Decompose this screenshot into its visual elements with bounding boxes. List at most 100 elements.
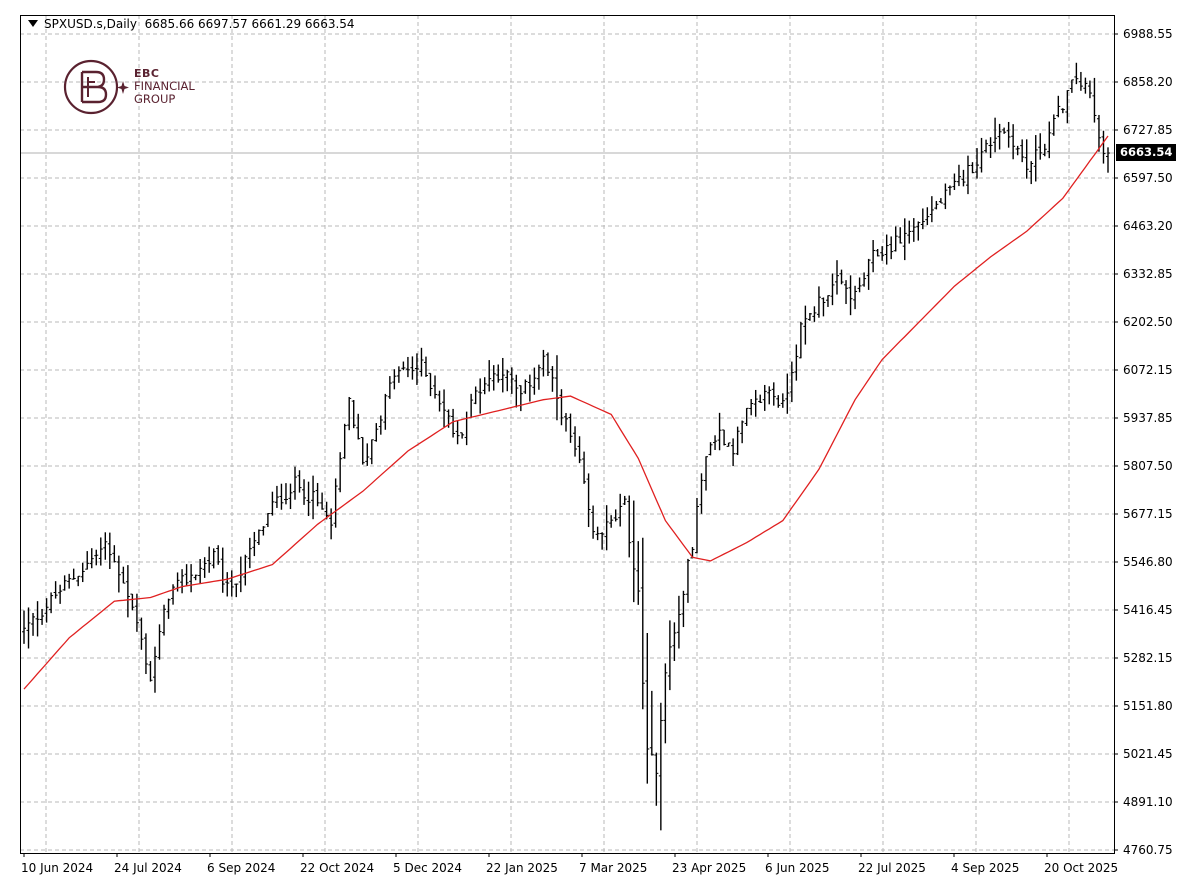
ohlc-bar	[645, 633, 650, 784]
ohlc-bar	[360, 436, 365, 465]
ohlc-bar	[433, 375, 438, 399]
ohlc-bar	[875, 249, 880, 257]
ohlc-bar	[288, 483, 293, 510]
ohlc-bar	[505, 369, 510, 392]
ohlc-bar	[618, 493, 623, 527]
ohlc-bar	[243, 554, 248, 586]
ohlc-bar	[419, 347, 424, 377]
ohlc-bar	[216, 545, 221, 565]
ohlc-bar	[347, 396, 352, 431]
collapse-triangle-icon[interactable]	[28, 20, 38, 27]
ohlc-bar	[392, 369, 397, 390]
ohlc-bar	[663, 663, 668, 744]
ohlc-bar	[1078, 71, 1083, 91]
ohlc-bar	[410, 356, 415, 380]
ohlc-bar	[573, 426, 578, 457]
ohlc-bar	[753, 389, 758, 417]
ohlc-bar	[247, 537, 252, 569]
time-axis: 10 Jun 2024 24 Jul 2024 6 Sep 2024 22 Oct 2…	[21, 853, 1118, 875]
ohlc-bar	[1006, 121, 1011, 148]
ohlc-bar	[306, 481, 311, 517]
ohlc-bar	[442, 389, 447, 428]
y-tick-label: 4760.75	[1123, 843, 1173, 857]
ohlc-bar	[947, 185, 952, 196]
ohlc-bar	[369, 439, 374, 465]
ohlc-bar	[180, 569, 185, 594]
ohlc-bar	[509, 367, 514, 394]
ohlc-bar	[1092, 77, 1097, 123]
ohlc-bar	[744, 407, 749, 426]
symbol-label: SPXUSD.s,Daily	[44, 17, 137, 31]
ohlc-bar	[338, 452, 343, 493]
ohlc-bar	[405, 356, 410, 378]
ohlc-bar	[198, 559, 203, 584]
ohlc-bar	[351, 400, 356, 429]
ohlc-bar	[825, 295, 830, 307]
ohlc-bar	[26, 607, 31, 649]
logo-line-3: GROUP	[134, 92, 176, 106]
ohlc-bar	[835, 260, 839, 295]
ohlc-bar	[451, 408, 456, 438]
ohlc-bar	[609, 515, 614, 528]
ohlc-bar	[365, 443, 370, 466]
ohlc-bar	[270, 491, 275, 516]
x-tick-label: 22 Oct 2024	[300, 861, 374, 875]
ohlc-bar	[283, 483, 288, 505]
x-tick-label: 6 Sep 2024	[207, 861, 275, 875]
ohlc-bar	[740, 420, 745, 444]
ohlc-bar	[667, 620, 672, 691]
ohlc-bar	[789, 361, 794, 403]
ohlc-bar	[229, 570, 234, 597]
ohlc-bar	[423, 356, 428, 377]
ohlc-bar	[374, 423, 379, 442]
symbol-header: SPXUSD.s,Daily 6685.66 6697.57 6661.29 6…	[28, 17, 355, 31]
current-price-label: 6663.54	[1116, 144, 1176, 161]
ohlc-bar	[545, 352, 550, 377]
ohlc-bar	[857, 277, 862, 293]
ohlc-bar	[866, 258, 871, 290]
ohlc-bar	[274, 485, 279, 508]
ohlc-bar	[487, 360, 492, 392]
ohlc-bar	[559, 389, 564, 426]
ohlc-bar	[988, 137, 993, 158]
ohlc-bar	[293, 466, 297, 500]
ohlc-bar	[22, 610, 26, 644]
logo-line-2: FINANCIAL	[134, 79, 195, 93]
ohlc-bar	[830, 273, 835, 306]
ohlc-bar	[979, 137, 984, 173]
ohlc-bar	[44, 598, 49, 623]
price-axis: 6988.55 6858.20 6727.85 6597.50 6463.20 6332.…	[1114, 27, 1173, 857]
y-tick-label: 5282.15	[1123, 651, 1173, 665]
ohlc-bar	[907, 220, 912, 244]
ohlc-bar	[396, 366, 401, 383]
ohlc-bar	[911, 218, 916, 242]
ohlc-bar	[1074, 62, 1079, 85]
ohlc-bar	[938, 198, 943, 204]
ohlc-bar	[103, 532, 108, 560]
ohlc-bar	[211, 548, 216, 569]
ohlc-bar	[862, 272, 867, 287]
ohlc-bar	[708, 442, 713, 456]
ohlc-bar	[356, 413, 361, 440]
ohlc-bar	[577, 436, 582, 464]
ohlc-bar	[997, 123, 1002, 150]
ohlc-bar	[473, 386, 478, 405]
ohlc-bar	[844, 280, 849, 305]
ohlc-bar	[1015, 145, 1020, 156]
ohlc-bar	[541, 349, 546, 377]
ohlc-bar	[401, 361, 406, 371]
ohlc-bar	[189, 564, 194, 593]
ohlc-bar	[1065, 90, 1070, 124]
ohlc-bar	[482, 377, 487, 395]
ohlc-bar	[713, 435, 718, 450]
ohlc-bar	[970, 162, 975, 174]
ohlc-bar	[798, 321, 803, 359]
ohlc-bar	[437, 390, 442, 412]
ohlc-bar	[975, 148, 980, 179]
y-tick-label: 6332.85	[1123, 267, 1173, 281]
ohlc-bar	[1033, 135, 1038, 182]
ohlc-bar	[785, 373, 790, 414]
ohlc-bar	[952, 173, 957, 191]
